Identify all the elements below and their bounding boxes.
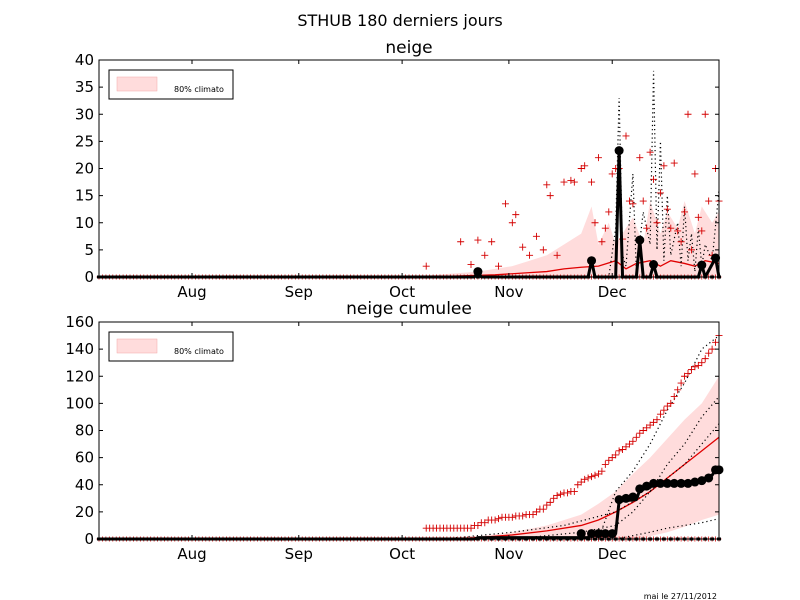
observed-point bbox=[649, 478, 659, 488]
observed-point bbox=[683, 478, 693, 488]
observed-point bbox=[676, 478, 686, 488]
x-tick-label: Dec bbox=[598, 545, 627, 563]
y-tick-label: 0 bbox=[84, 268, 94, 286]
x-tick-label: Oct bbox=[389, 545, 415, 563]
median-line bbox=[99, 260, 720, 278]
member-plus-markers bbox=[422, 332, 723, 532]
figure-suptitle: STHUB 180 derniers jours bbox=[297, 11, 502, 30]
observed-point bbox=[614, 495, 624, 505]
y-tick-label: 80 bbox=[75, 422, 94, 440]
observed-point bbox=[649, 260, 659, 270]
y-tick-label: 160 bbox=[65, 313, 94, 331]
y-tick-label: 100 bbox=[65, 394, 94, 412]
observed-point bbox=[642, 481, 652, 491]
y-tick-label: 35 bbox=[75, 78, 94, 96]
legend: 80% climato bbox=[108, 331, 234, 362]
y-tick-label: 25 bbox=[75, 132, 94, 150]
member-plus-markers bbox=[422, 110, 723, 270]
legend-swatch bbox=[116, 338, 158, 354]
legend-label: 80% climato bbox=[174, 347, 224, 356]
chart-title: neige cumulee bbox=[346, 299, 472, 319]
observed-point bbox=[587, 256, 597, 266]
x-tick-label: Oct bbox=[389, 283, 415, 301]
y-tick-label: 140 bbox=[65, 340, 94, 358]
y-tick-label: 5 bbox=[84, 241, 94, 259]
legend-swatch bbox=[116, 76, 158, 92]
y-tick-label: 20 bbox=[75, 503, 94, 521]
observed-point bbox=[655, 478, 665, 488]
y-tick-label: 20 bbox=[75, 160, 94, 178]
x-tick-label: Sep bbox=[285, 283, 313, 301]
ensemble-dotted-line bbox=[99, 70, 720, 278]
observed-point bbox=[593, 529, 603, 539]
observed-point bbox=[614, 146, 624, 156]
plot-area: 0 5 10 15 20 25 30 35 40 Aug Sep Oct Nov Dec bbox=[75, 51, 723, 301]
x-tick-label: Dec bbox=[598, 283, 627, 301]
x-tick-label: Nov bbox=[494, 545, 523, 563]
observed-point bbox=[662, 478, 672, 488]
observed-point bbox=[711, 253, 721, 263]
snow-chart-panel: neige 0 5 10 15 20 25 30 35 40 Aug Sep Oct Nov Dec 80… bbox=[75, 38, 723, 301]
observed-point bbox=[473, 267, 483, 277]
observed-point bbox=[704, 473, 714, 483]
climato-band bbox=[99, 201, 719, 277]
observed-point bbox=[587, 529, 597, 539]
y-tick-label: 60 bbox=[75, 449, 94, 467]
ensemble-dotted-line bbox=[99, 423, 720, 540]
observed-point bbox=[576, 529, 586, 539]
observed-point bbox=[669, 478, 679, 488]
observed-point bbox=[697, 260, 707, 270]
y-tick-label: 10 bbox=[75, 214, 94, 232]
y-tick-label: 30 bbox=[75, 105, 94, 123]
y-tick-label: 120 bbox=[65, 367, 94, 385]
x-tick-label: Aug bbox=[177, 283, 206, 301]
observed-point bbox=[697, 476, 707, 486]
legend-label: 80% climato bbox=[174, 85, 224, 94]
y-tick-label: 40 bbox=[75, 51, 94, 69]
observed-point bbox=[621, 493, 631, 503]
observed-point bbox=[635, 484, 645, 494]
chart-title: neige bbox=[385, 38, 432, 58]
plot-area: 0 20 40 60 80 100 120 140 160 Aug Sep Oct Nov Dec bbox=[65, 313, 724, 563]
observed-point bbox=[600, 529, 610, 539]
x-tick-label: Sep bbox=[285, 545, 313, 563]
observed-point bbox=[628, 492, 638, 502]
observed-point bbox=[690, 477, 700, 487]
observed-point bbox=[607, 529, 617, 539]
observed-point bbox=[635, 235, 645, 245]
legend: 80% climato bbox=[108, 69, 234, 100]
footer-text: mai le 27/11/2012 bbox=[644, 592, 717, 600]
x-tick-label: Nov bbox=[494, 283, 523, 301]
cumulative-snow-chart-panel: neige cumulee 0 20 40 60 80 100 120 140 160 Aug Se… bbox=[65, 299, 724, 563]
y-tick-label: 15 bbox=[75, 187, 94, 205]
climato-band bbox=[99, 376, 719, 539]
x-tick-label: Aug bbox=[177, 545, 206, 563]
y-tick-label: 0 bbox=[84, 530, 94, 548]
y-tick-label: 40 bbox=[75, 476, 94, 494]
